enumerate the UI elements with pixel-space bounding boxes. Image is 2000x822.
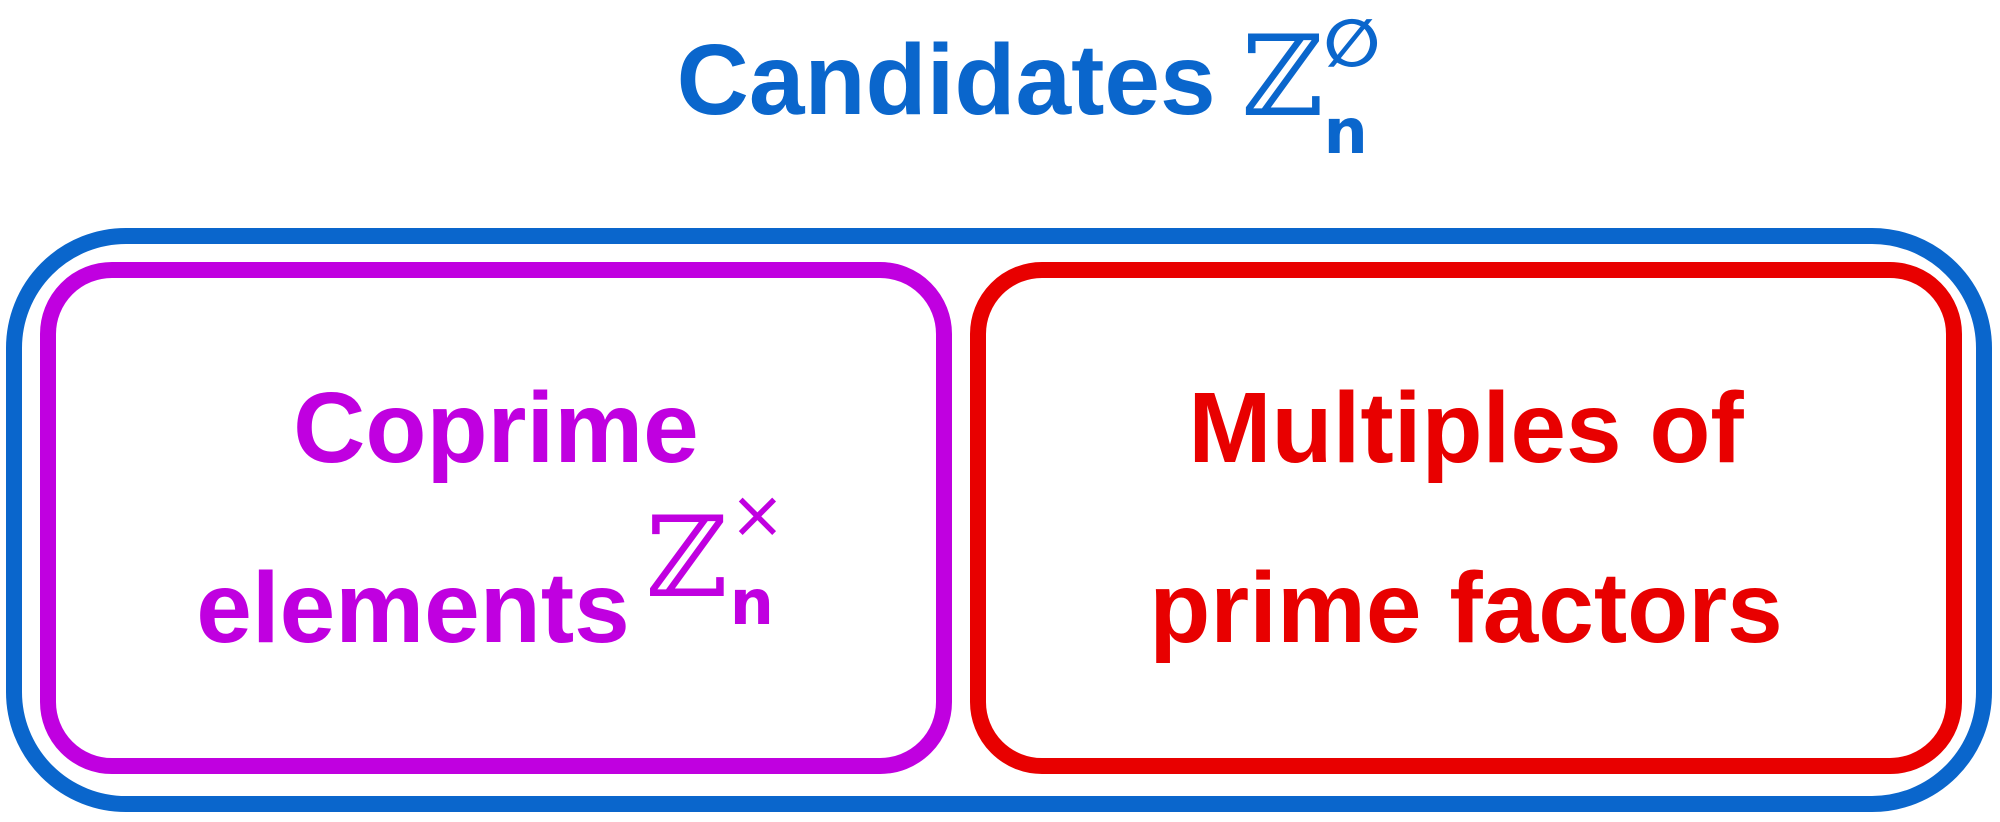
coprime-math-subscript: n <box>729 566 774 639</box>
coprime-elements-box: Coprime elements ℤ × n <box>40 262 952 774</box>
multiples-of-prime-factors-box: Multiples of prime factors <box>970 262 1962 774</box>
title-text: Candidates <box>676 23 1216 136</box>
coprime-math-symbol: ℤ × n <box>646 482 796 642</box>
coprime-line-2: elements ℤ × n <box>196 482 796 698</box>
candidates-container-box <box>6 228 1992 812</box>
multiples-label: Multiples of prime factors <box>1149 338 1783 698</box>
title-math-symbol: ℤ ∅ n <box>1242 11 1381 163</box>
multiples-line-2: prime factors <box>1149 552 1783 664</box>
coprime-elements-label: Coprime elements ℤ × n <box>196 338 796 698</box>
diagram-title: Candidates ℤ ∅ n <box>0 0 2000 163</box>
title-math-superscript: ∅ <box>1323 5 1381 82</box>
coprime-math-base: ℤ <box>645 493 728 623</box>
coprime-math-superscript: × <box>729 476 786 553</box>
title-math-subscript: n <box>1323 95 1368 168</box>
title-math-base: ℤ <box>1241 12 1324 142</box>
multiples-line-1: Multiples of <box>1188 372 1744 484</box>
coprime-line-2-text: elements <box>196 552 630 664</box>
coprime-line-1: Coprime <box>293 372 699 484</box>
